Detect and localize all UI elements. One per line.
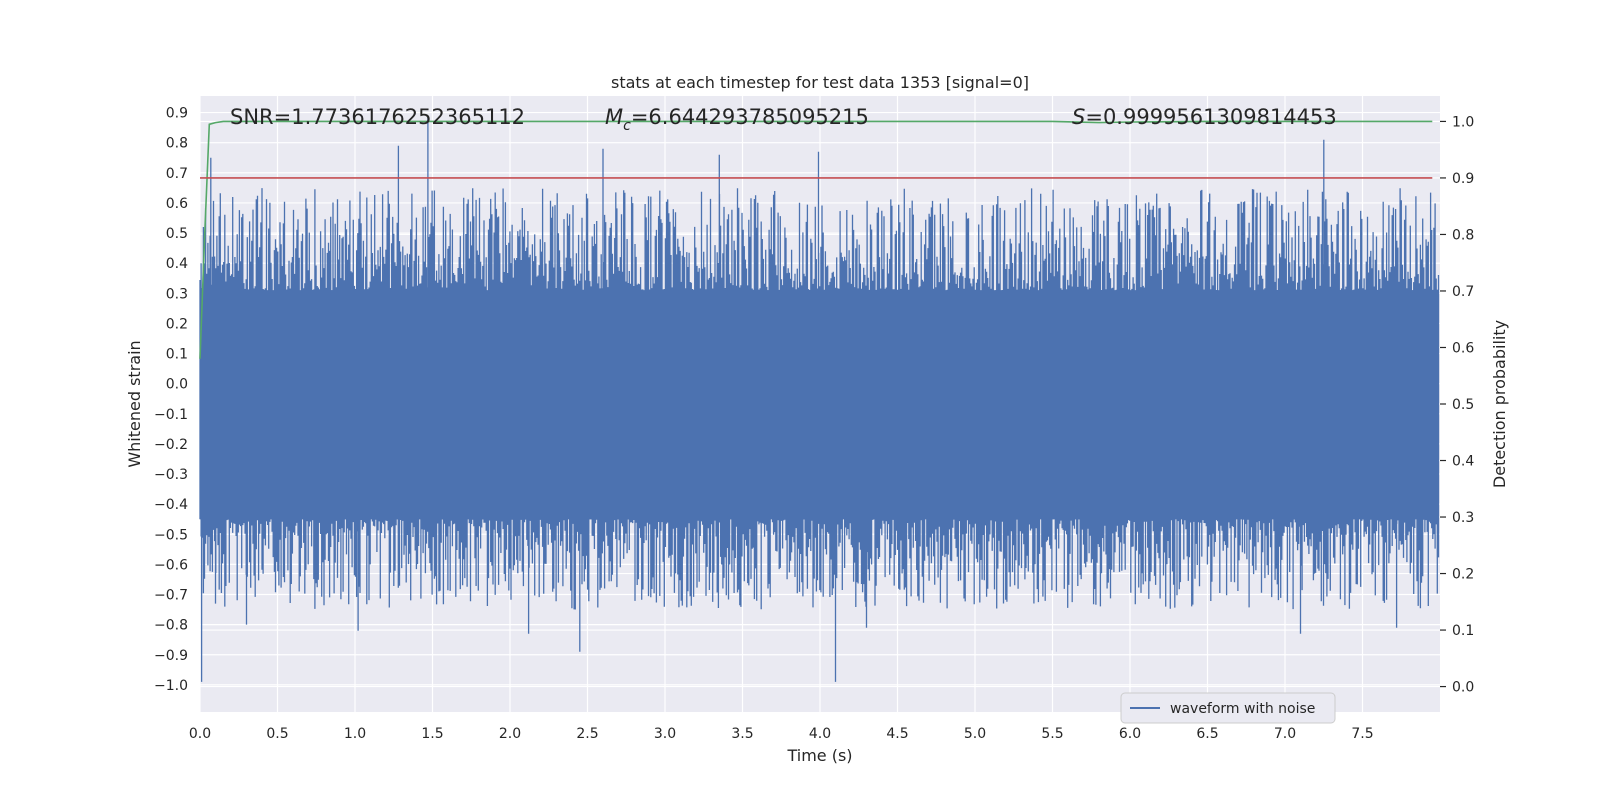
x-tick-label: 7.0 bbox=[1274, 726, 1296, 742]
y-tick-label: −0.6 bbox=[154, 557, 188, 573]
legend: waveform with noise bbox=[1120, 692, 1336, 724]
statistic-symbol: S bbox=[1072, 105, 1085, 129]
y2-tick-label: 0.7 bbox=[1452, 284, 1474, 300]
x-tick-label: 4.0 bbox=[809, 726, 831, 742]
y-axis-label: Whitened strain bbox=[125, 340, 144, 467]
detection-probability-line bbox=[199, 120, 1433, 359]
x-tick-label: 1.5 bbox=[421, 726, 443, 742]
y2-tick-label: 0.8 bbox=[1452, 227, 1474, 243]
x-tick-label: 6.0 bbox=[1119, 726, 1141, 742]
chirp-mass-subscript: c bbox=[623, 118, 631, 134]
chirp-mass-annotation: Mc=6.644293785095215 bbox=[605, 105, 869, 134]
waveform-series bbox=[199, 115, 1440, 682]
y-tick-label: 0.7 bbox=[166, 166, 188, 182]
x-tick-label: 7.5 bbox=[1351, 726, 1373, 742]
line-series bbox=[199, 120, 1433, 359]
y-tick-label: −0.1 bbox=[154, 407, 188, 423]
y2-tick-label: 1.0 bbox=[1452, 114, 1474, 130]
x-tick-label: 5.0 bbox=[964, 726, 986, 742]
y-tick-label: 0.3 bbox=[166, 286, 188, 302]
x-tick-label: 0.5 bbox=[266, 726, 288, 742]
x-tick-label: 2.0 bbox=[499, 726, 521, 742]
y-tick-labels: 0.9 0.8 0.7 0.6 0.5 0.4 0.3 0.2 0.1 0.0 −0.1 −0.2 −0… bbox=[154, 106, 188, 694]
y-tick-label: 0.8 bbox=[166, 136, 188, 152]
y-tick-label: 0.2 bbox=[166, 316, 188, 332]
chart-title: stats at each timestep for test data 135… bbox=[611, 73, 1029, 92]
y2-tick-label: 0.3 bbox=[1452, 510, 1474, 526]
y-tick-label: −0.4 bbox=[154, 497, 188, 513]
statistic-value: =0.9999561309814453 bbox=[1085, 105, 1336, 129]
y2-tick-labels: 1.0 0.9 0.8 0.7 0.6 0.5 0.4 0.3 0.2 0.1 0.0 bbox=[1440, 114, 1474, 696]
snr-annotation: SNR=1.7736176252365112 bbox=[230, 105, 525, 129]
y-tick-label: −0.2 bbox=[154, 437, 188, 453]
y-tick-label: −0.8 bbox=[154, 618, 188, 634]
y-tick-label: 0.5 bbox=[166, 226, 188, 242]
x-tick-label: 6.5 bbox=[1196, 726, 1218, 742]
y2-tick-label: 0.2 bbox=[1452, 567, 1474, 583]
chirp-mass-symbol: M bbox=[605, 105, 623, 129]
x-tick-labels: 0.0 0.5 1.0 1.5 2.0 2.5 3.0 3.5 4.0 4.5 5.0 5.5 6.0 6… bbox=[189, 726, 1374, 742]
chirp-mass-value: =6.644293785095215 bbox=[631, 105, 869, 129]
x-tick-label: 3.5 bbox=[731, 726, 753, 742]
waveform-line bbox=[199, 115, 1440, 682]
x-tick-label: 2.5 bbox=[576, 726, 598, 742]
x-tick-label: 5.5 bbox=[1041, 726, 1063, 742]
y-tick-label: 0.0 bbox=[166, 377, 188, 393]
y2-tick-label: 0.1 bbox=[1452, 623, 1474, 639]
statistic-annotation: S=0.9999561309814453 bbox=[1072, 105, 1337, 129]
y2-tick-label: 0.9 bbox=[1452, 171, 1474, 187]
x-tick-label: 3.0 bbox=[654, 726, 676, 742]
y-tick-label: −0.7 bbox=[154, 588, 188, 604]
y-tick-label: 0.9 bbox=[166, 106, 188, 122]
legend-box bbox=[1120, 692, 1336, 724]
y-tick-label: −1.0 bbox=[154, 678, 188, 694]
legend-label: waveform with noise bbox=[1170, 701, 1315, 717]
y2-tick-label: 0.4 bbox=[1452, 454, 1474, 470]
y-tick-label: −0.9 bbox=[154, 648, 188, 664]
y2-tick-label: 0.0 bbox=[1452, 680, 1474, 696]
x-tick-label: 4.5 bbox=[886, 726, 908, 742]
y2-axis-label: Detection probability bbox=[1490, 320, 1509, 488]
x-tick-label: 0.0 bbox=[189, 726, 211, 742]
y-tick-label: −0.5 bbox=[154, 527, 188, 543]
y-tick-label: 0.6 bbox=[166, 196, 188, 212]
y-tick-label: 0.4 bbox=[166, 256, 188, 272]
y2-tick-label: 0.5 bbox=[1452, 397, 1474, 413]
y-tick-label: −0.3 bbox=[154, 467, 188, 483]
y-tick-label: 0.1 bbox=[166, 347, 188, 363]
x-axis-label: Time (s) bbox=[786, 746, 852, 765]
x-tick-label: 1.0 bbox=[344, 726, 366, 742]
y2-tick-label: 0.6 bbox=[1452, 340, 1474, 356]
